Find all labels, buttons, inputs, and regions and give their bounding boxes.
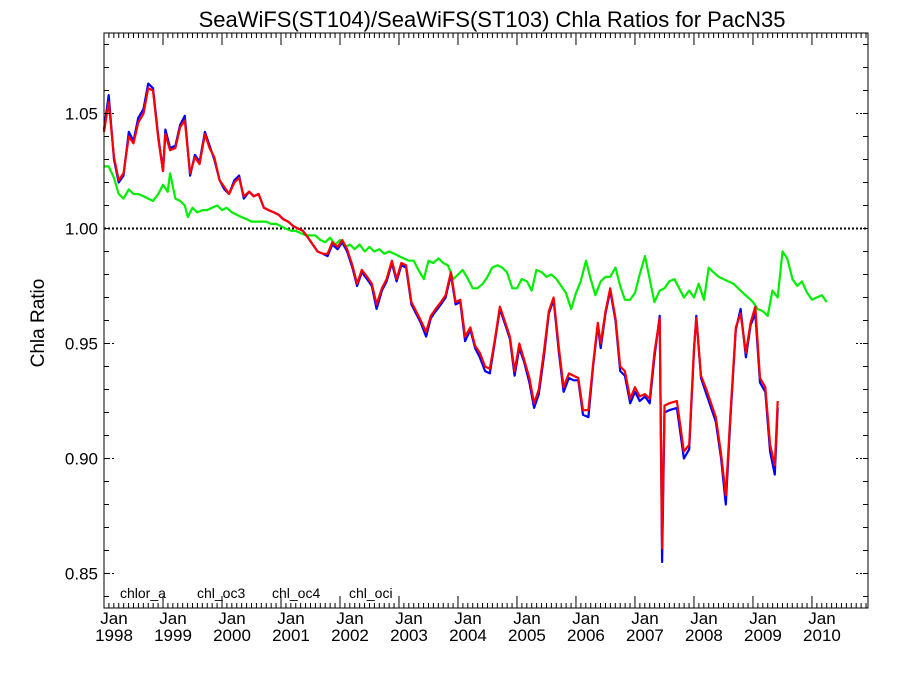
- x-tick-year: 2002: [331, 626, 369, 645]
- legend-item-chlor-a: chlor_a: [120, 585, 166, 601]
- legend: chlor_a chl_oc3 chl_oc4 chl_oci: [120, 585, 393, 601]
- x-tick-year: 2010: [803, 626, 841, 645]
- ticks-layer: 0.850.900.951.001.05Jan1998Jan1999Jan200…: [65, 33, 868, 645]
- y-tick-label: 0.85: [65, 565, 98, 584]
- x-tick-month: Jan: [395, 609, 422, 628]
- y-tick-label: 1.05: [65, 105, 98, 124]
- x-tick-month: Jan: [749, 609, 776, 628]
- legend-item-chl-oc4: chl_oc4: [272, 585, 320, 601]
- x-tick-month: Jan: [690, 609, 717, 628]
- x-tick-month: Jan: [631, 609, 658, 628]
- x-tick-year: 2007: [626, 626, 664, 645]
- x-tick-year: 2003: [390, 626, 428, 645]
- x-tick-month: Jan: [454, 609, 481, 628]
- x-tick-year: 2005: [508, 626, 546, 645]
- series-layer: [102, 82, 828, 564]
- y-tick-label: 1.00: [65, 220, 98, 239]
- plot-frame: [103, 32, 869, 609]
- x-tick-month: Jan: [572, 609, 599, 628]
- legend-item-chl-oci: chl_oci: [349, 585, 393, 601]
- x-tick-year: 1999: [154, 626, 192, 645]
- x-tick-month: Jan: [277, 609, 304, 628]
- x-tick-month: Jan: [100, 609, 127, 628]
- x-tick-year: 2004: [449, 626, 487, 645]
- x-tick-year: 1998: [95, 626, 133, 645]
- x-tick-month: Jan: [513, 609, 540, 628]
- series-line-chl-oc4: [102, 87, 779, 550]
- x-tick-year: 2001: [272, 626, 310, 645]
- x-tick-year: 2006: [567, 626, 605, 645]
- x-tick-month: Jan: [808, 609, 835, 628]
- x-tick-month: Jan: [336, 609, 363, 628]
- x-tick-month: Jan: [218, 609, 245, 628]
- x-tick-year: 2009: [744, 626, 782, 645]
- legend-item-chl-oc3: chl_oc3: [197, 585, 245, 601]
- x-tick-month: Jan: [159, 609, 186, 628]
- chart-title: SeaWiFS(ST104)/SeaWiFS(ST103) Chla Ratio…: [199, 7, 786, 32]
- x-tick-year: 2008: [685, 626, 723, 645]
- series-line-chl-oci: [104, 165, 828, 317]
- y-tick-label: 0.90: [65, 450, 98, 469]
- y-axis-label: Chla Ratio: [28, 279, 49, 368]
- x-tick-year: 2000: [213, 626, 251, 645]
- y-tick-label: 0.95: [65, 335, 98, 354]
- series-line-chl-oc3: [102, 82, 779, 564]
